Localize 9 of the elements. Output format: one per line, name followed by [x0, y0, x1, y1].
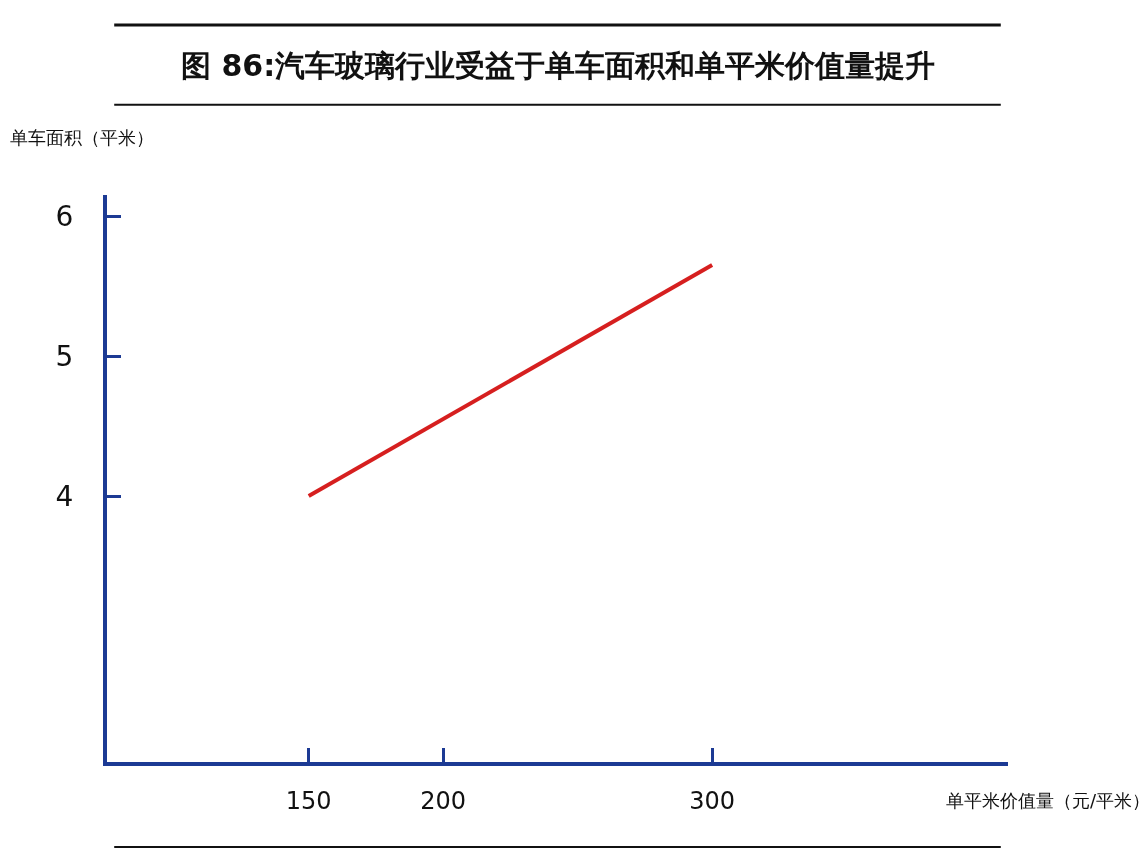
y-axis-title: 单车面积（平米）	[10, 127, 154, 148]
x-tick-label: 150	[285, 786, 332, 815]
x-tick-label: 300	[689, 786, 736, 815]
x-tick-label: 200	[420, 786, 467, 815]
y-tick-label: 5	[55, 339, 74, 373]
chart-title: 图 86:汽车玻璃行业受益于单车面积和单平米价值量提升	[181, 48, 936, 83]
y-tick-label: 6	[55, 199, 74, 233]
y-tick-label: 4	[55, 479, 74, 513]
x-axis-title: 单平米价值量（元/平米）	[946, 790, 1144, 811]
